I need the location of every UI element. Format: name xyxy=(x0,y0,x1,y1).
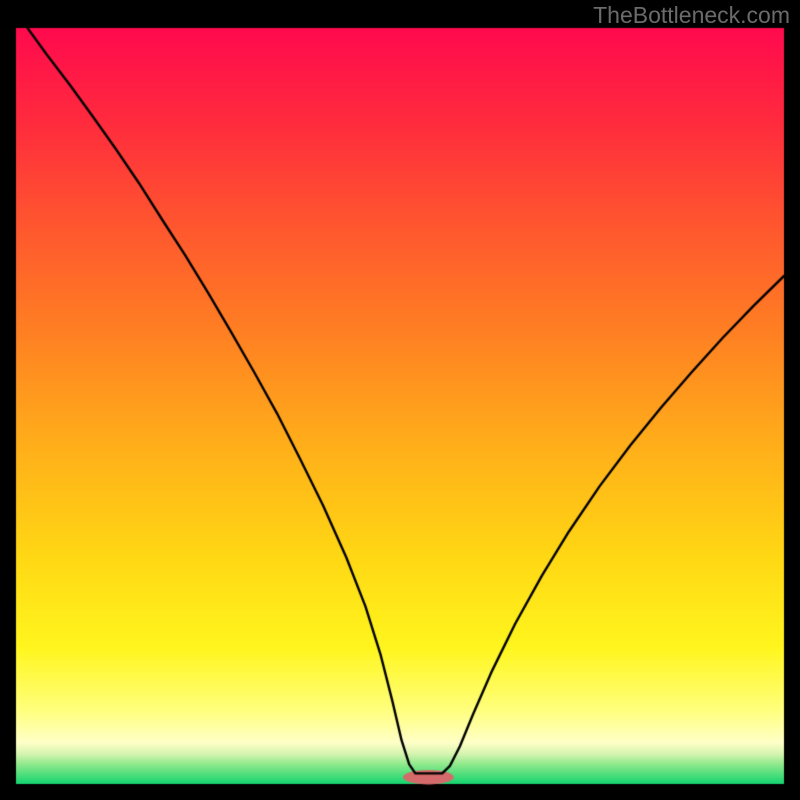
watermark-text: TheBottleneck.com xyxy=(593,2,790,29)
bottleneck-curve-chart xyxy=(0,0,800,800)
chart-stage: TheBottleneck.com xyxy=(0,0,800,800)
